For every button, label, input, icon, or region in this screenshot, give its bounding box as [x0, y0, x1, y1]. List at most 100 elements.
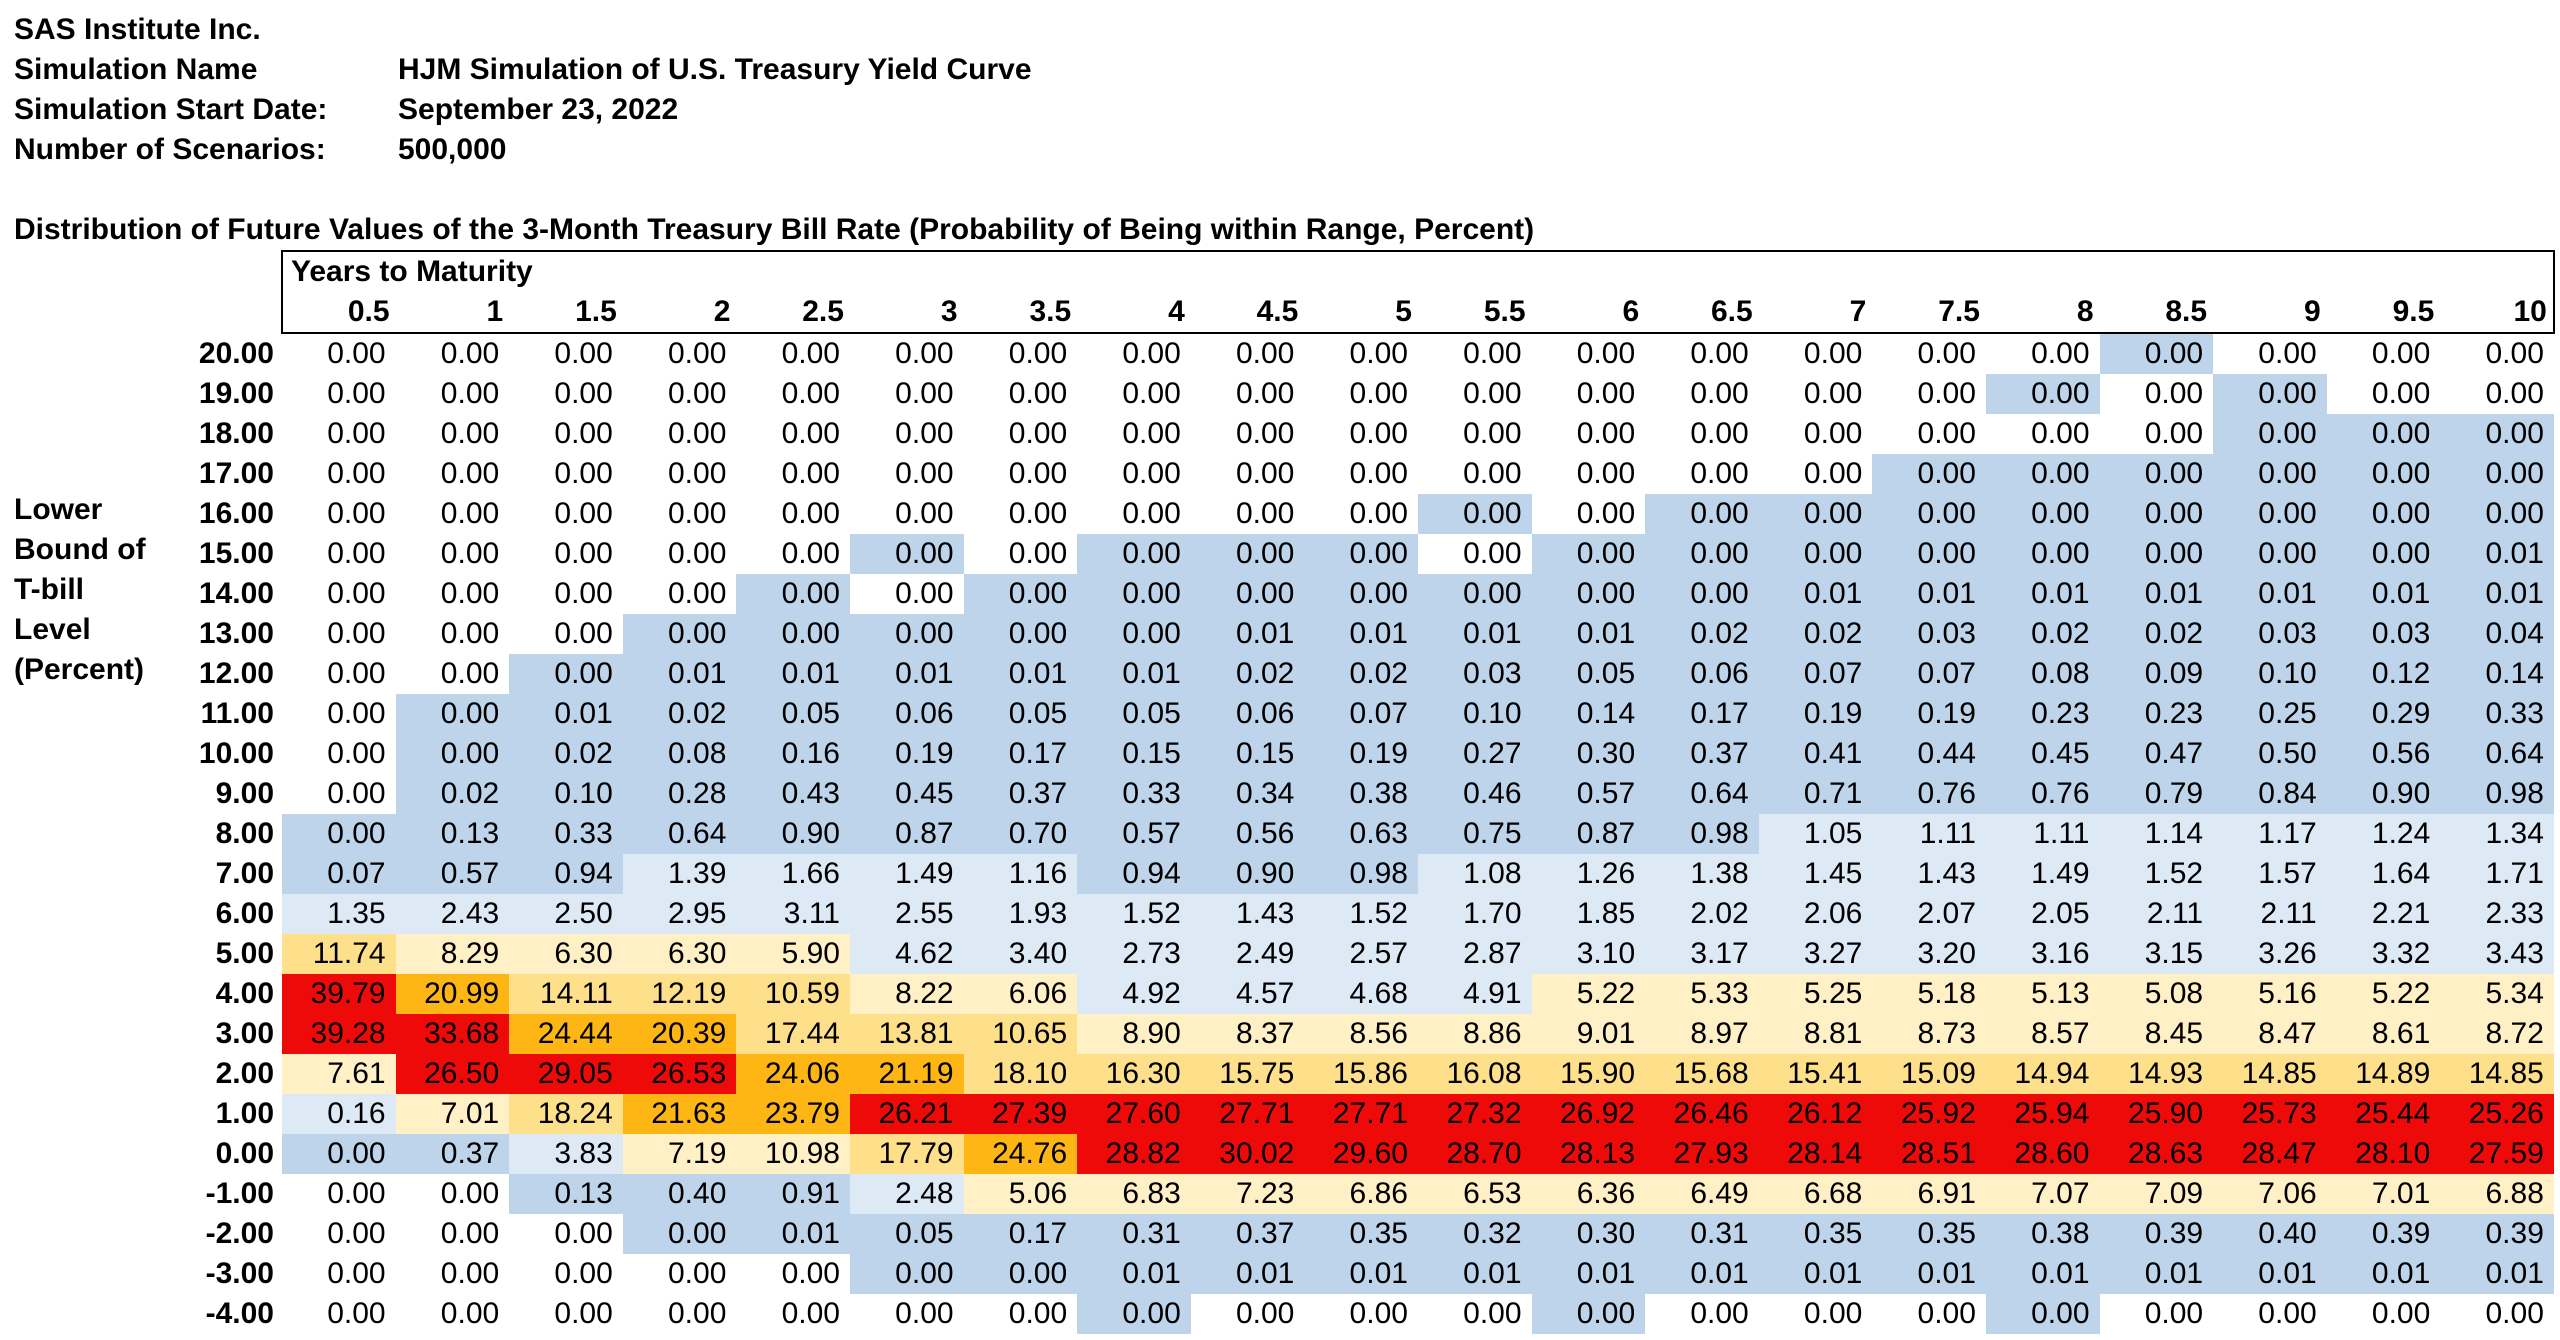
simulation-metadata: SAS Institute Inc. Simulation Name HJM S… [14, 10, 1032, 170]
probability-cell: 24.44 [509, 1014, 623, 1054]
probability-cell: 0.01 [1304, 614, 1418, 654]
probability-cell: 0.01 [2440, 1254, 2554, 1294]
probability-cell: 0.00 [395, 1214, 510, 1254]
rate-bound-label: 4.00 [215, 977, 274, 1010]
corner-cell [168, 251, 282, 292]
probability-cell: 0.05 [1531, 654, 1646, 694]
meta-label: Simulation Name [14, 53, 258, 86]
probability-cell: 14.85 [2213, 1054, 2327, 1094]
probability-cell: 0.01 [1758, 574, 1873, 614]
probability-cell: 0.00 [1985, 1294, 2100, 1334]
probability-cell: 5.22 [2326, 974, 2441, 1014]
probability-cell: 39.28 [282, 1014, 396, 1054]
probability-cell: 0.00 [1645, 574, 1759, 614]
probability-cell: 0.00 [1531, 534, 1646, 574]
row-axis-label-line: (Percent) [14, 653, 145, 686]
probability-cell: 0.00 [2213, 494, 2327, 534]
probability-cell: 0.56 [2326, 734, 2441, 774]
probability-cell: 0.00 [2326, 494, 2441, 534]
probability-cell: 0.00 [1531, 574, 1646, 614]
probability-cell: 0.00 [622, 494, 737, 534]
probability-cell: 29.60 [1304, 1134, 1418, 1174]
maturity-column-header: 1.5 [509, 292, 623, 334]
probability-cell: 0.00 [1531, 374, 1646, 414]
probability-cell: 0.05 [849, 1214, 964, 1254]
probability-cell: 0.08 [1985, 654, 2100, 694]
distribution-title: Distribution of Future Values of the 3-M… [14, 213, 1535, 246]
probability-cell: 0.19 [1872, 694, 1986, 734]
table-row: 4.00 39.79 20.99 14.11 12.19 10.59 8.22 6.06 4.9… [168, 974, 2554, 1014]
probability-cell: 8.37 [1190, 1014, 1305, 1054]
probability-cell: 0.00 [736, 494, 850, 534]
probability-cell: 0.19 [1758, 694, 1873, 734]
probability-cell: 0.29 [2326, 694, 2441, 734]
probability-cell: 18.24 [509, 1094, 623, 1134]
probability-cell: 15.09 [1872, 1054, 1986, 1094]
probability-cell: 0.00 [963, 414, 1078, 454]
meta-row-simulation-name: Simulation Name HJM Simulation of U.S. T… [14, 50, 1032, 90]
probability-cell: 8.81 [1758, 1014, 1873, 1054]
probability-cell: 3.83 [509, 1134, 623, 1174]
probability-cell: 0.44 [1872, 734, 1986, 774]
probability-cell: 10.98 [736, 1134, 850, 1174]
probability-cell: 0.00 [395, 1294, 510, 1334]
probability-cell: 0.00 [622, 454, 737, 494]
probability-cell: 0.00 [2099, 333, 2214, 374]
probability-cell: 0.00 [1077, 414, 1191, 454]
probability-cell: 0.01 [1190, 614, 1305, 654]
probability-cell: 0.01 [1872, 574, 1986, 614]
probability-cell: 0.00 [963, 1294, 1078, 1334]
probability-cell: 0.00 [736, 534, 850, 574]
maturity-column-header: 0.5 [281, 292, 396, 334]
probability-cell: 3.17 [1645, 934, 1759, 974]
probability-cell: 0.02 [1190, 654, 1305, 694]
probability-cell: 0.00 [395, 414, 510, 454]
probability-cell: 0.00 [963, 1254, 1078, 1294]
probability-cell: 0.00 [2440, 494, 2554, 534]
probability-cell: 1.70 [1417, 894, 1532, 934]
probability-cell: 8.61 [2326, 1014, 2441, 1054]
probability-cell: 0.04 [2440, 614, 2554, 654]
maturity-column-header: 1 [395, 292, 510, 334]
probability-cell: 28.51 [1872, 1134, 1986, 1174]
probability-cell: 0.00 [395, 374, 510, 414]
probability-cell: 5.16 [2213, 974, 2327, 1014]
probability-cell: 0.00 [736, 454, 850, 494]
rate-bound-label: 15.00 [198, 537, 274, 570]
probability-cell: 0.00 [1758, 534, 1873, 574]
probability-cell: 1.11 [1872, 814, 1986, 854]
probability-cell: 27.60 [1077, 1094, 1191, 1134]
probability-cell: 1.14 [2099, 814, 2214, 854]
probability-cell: 0.05 [1077, 694, 1191, 734]
row-axis-label: Lower Bound of T-bill Level (Percent) [14, 490, 146, 690]
probability-cell: 1.39 [622, 854, 737, 894]
table-row: 5.00 11.74 8.29 6.30 6.30 5.90 4.62 3.40 2.73 2.4… [168, 934, 2554, 974]
probability-cell: 6.91 [1872, 1174, 1986, 1214]
probability-cell: 0.00 [395, 734, 510, 774]
probability-cell: 0.00 [1077, 454, 1191, 494]
rate-bound-label: -1.00 [205, 1177, 274, 1210]
probability-cell: 1.85 [1531, 894, 1646, 934]
probability-cell: 0.00 [736, 574, 850, 614]
probability-cell: 0.00 [1190, 414, 1305, 454]
probability-cell: 7.61 [282, 1054, 396, 1094]
probability-cell: 0.00 [622, 574, 737, 614]
probability-cell: 0.00 [395, 494, 510, 534]
probability-cell: 26.21 [849, 1094, 964, 1134]
probability-cell: 28.13 [1531, 1134, 1646, 1174]
probability-cell: 0.64 [2440, 734, 2554, 774]
probability-cell: 0.00 [736, 1254, 850, 1294]
probability-cell: 0.03 [1872, 614, 1986, 654]
probability-cell: 0.00 [1417, 494, 1532, 534]
meta-label: Simulation Start Date: [14, 93, 328, 126]
probability-cell: 5.06 [963, 1174, 1078, 1214]
probability-cell: 0.00 [2213, 414, 2327, 454]
probability-cell: 0.00 [1531, 494, 1646, 534]
probability-cell: 10.59 [736, 974, 850, 1014]
meta-label: Number of Scenarios: [14, 133, 326, 166]
maturity-column-header: 5 [1304, 292, 1418, 334]
probability-cell: 12.19 [622, 974, 737, 1014]
probability-cell: 0.13 [509, 1174, 623, 1214]
probability-cell: 5.08 [2099, 974, 2214, 1014]
probability-cell: 0.00 [2099, 374, 2214, 414]
